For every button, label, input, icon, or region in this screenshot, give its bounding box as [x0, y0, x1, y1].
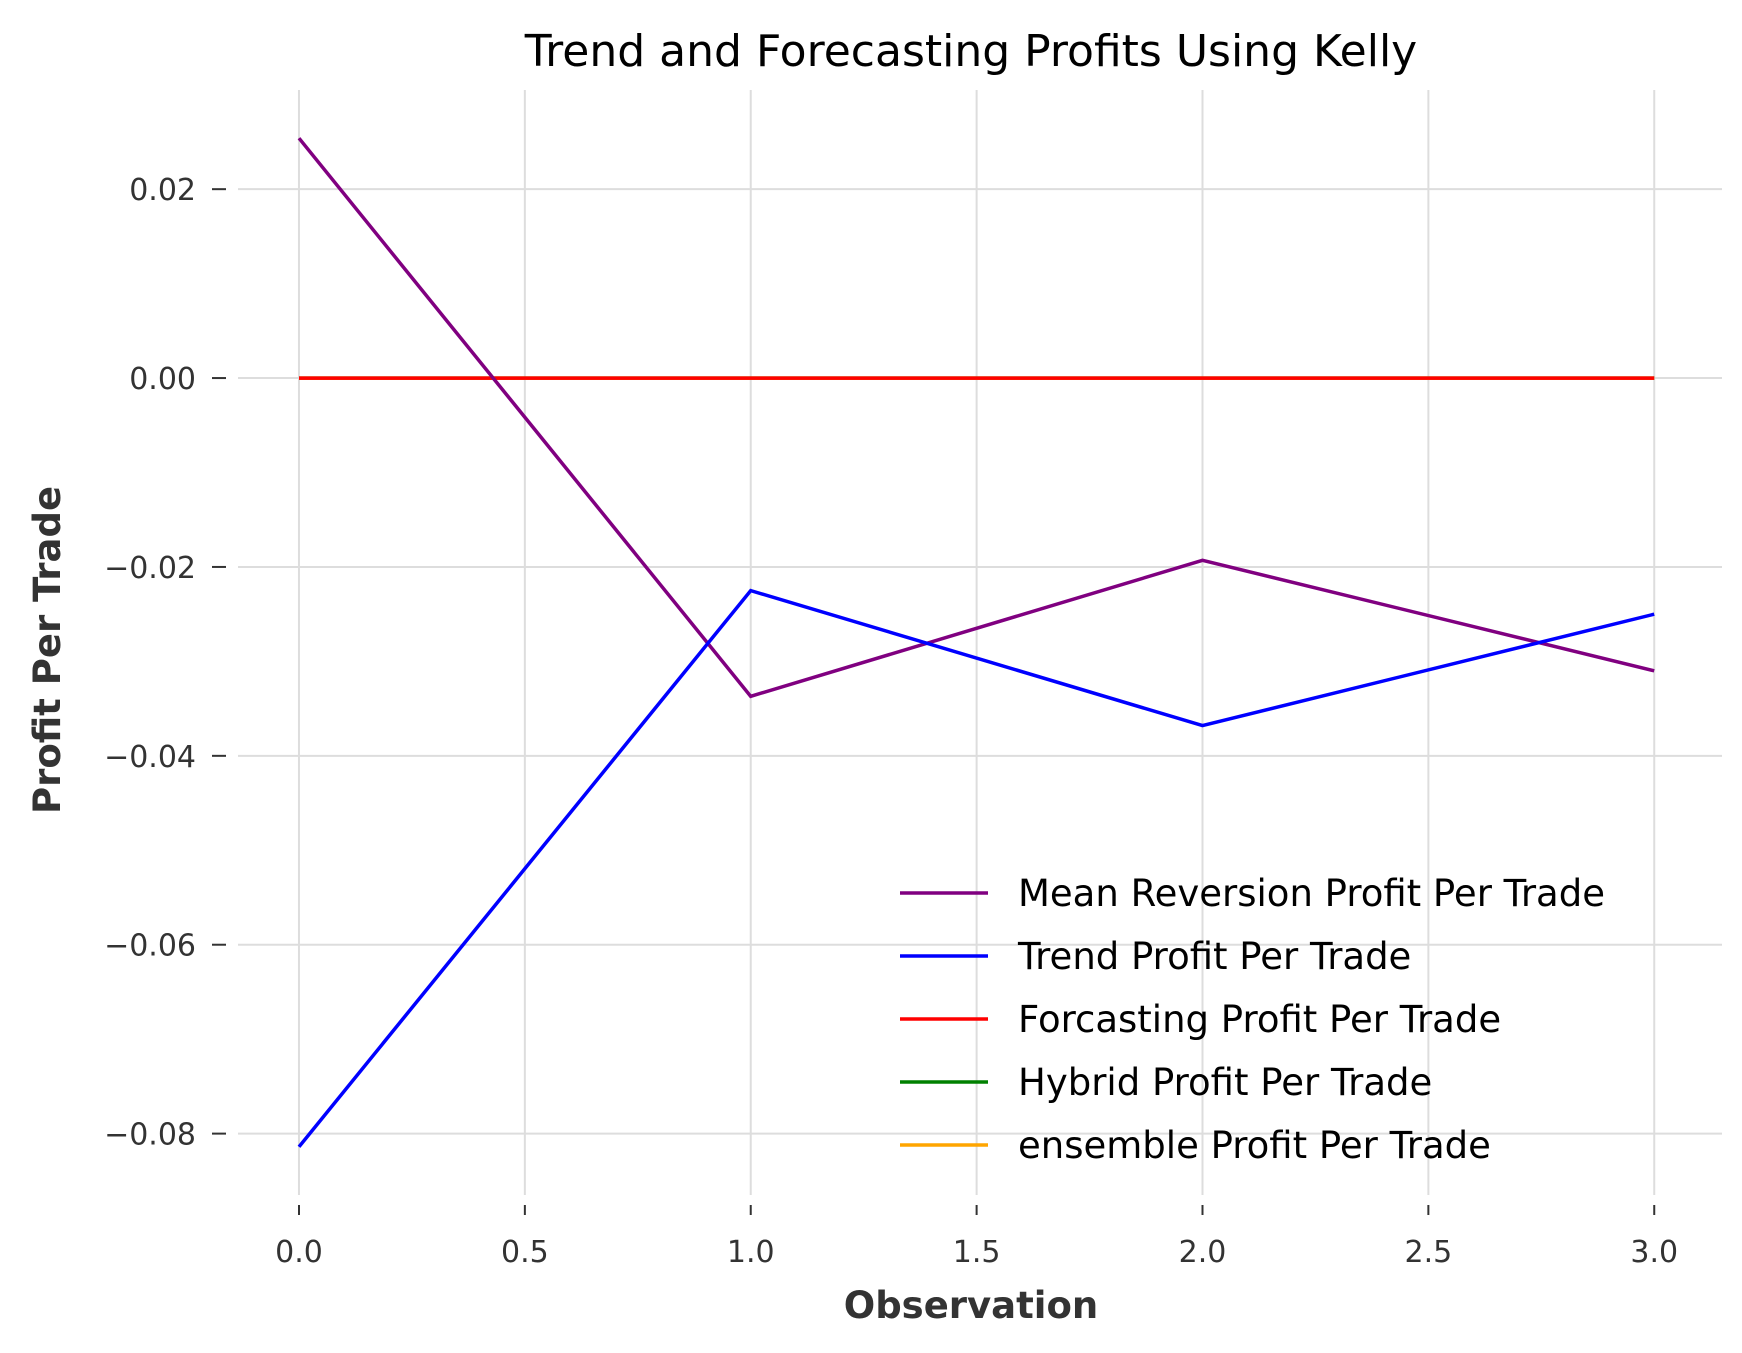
legend-item: Trend Profit Per Trade — [900, 935, 1411, 978]
legend-label: Mean Reversion Profit Per Trade — [1018, 872, 1605, 915]
y-tick-label: −0.08 — [104, 1118, 196, 1153]
x-tick-label: 2.5 — [1405, 1235, 1453, 1270]
x-tick-label: 0.0 — [275, 1235, 323, 1270]
x-axis-label: Observation — [844, 1284, 1099, 1327]
legend-item: ensemble Profit Per Trade — [900, 1124, 1491, 1167]
x-tick-label: 1.0 — [727, 1235, 775, 1270]
y-tick-label: 0.02 — [129, 173, 196, 208]
series-line-0 — [297, 137, 1655, 699]
series-line-1 — [297, 588, 1655, 1148]
y-tick-label: −0.02 — [104, 551, 196, 586]
y-tick-label: −0.06 — [104, 929, 196, 964]
legend-label: Forcasting Profit Per Trade — [1018, 998, 1501, 1041]
x-tick-label: 3.0 — [1630, 1235, 1678, 1270]
legend-label: Trend Profit Per Trade — [1017, 935, 1411, 978]
y-tick-label: 0.00 — [129, 362, 196, 397]
legend-item: Hybrid Profit Per Trade — [900, 1061, 1432, 1104]
grid — [238, 90, 1722, 1195]
chart-title: Trend and Forecasting Profits Using Kell… — [524, 26, 1417, 77]
x-tick-label: 2.0 — [1179, 1235, 1227, 1270]
legend-item: Forcasting Profit Per Trade — [900, 998, 1501, 1041]
legend-label: Hybrid Profit Per Trade — [1018, 1061, 1432, 1104]
y-tick-label: −0.04 — [104, 740, 196, 775]
legend: Mean Reversion Profit Per Trade Trend Pro… — [900, 872, 1605, 1167]
legend-item: Mean Reversion Profit Per Trade — [900, 872, 1605, 915]
axis-ticks: 0.0 0.5 1.0 1.5 2.0 2.5 3.0 0.02 0.00 −0.02 −0.04 −… — [104, 173, 1678, 1270]
series-lines — [297, 137, 1655, 1148]
x-tick-label: 1.5 — [953, 1235, 1001, 1270]
x-tick-label: 0.5 — [501, 1235, 549, 1270]
legend-label: ensemble Profit Per Trade — [1018, 1124, 1491, 1167]
y-axis-label: Profit Per Trade — [26, 486, 69, 814]
